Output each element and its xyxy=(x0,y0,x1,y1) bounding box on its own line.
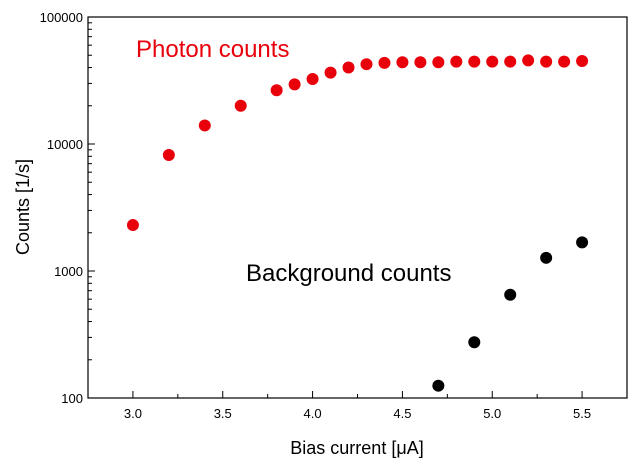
photon-counts-point xyxy=(270,84,283,97)
photon-counts-point xyxy=(396,56,409,69)
x-tick-label: 3.0 xyxy=(124,406,142,421)
y-tick-label: 100000 xyxy=(40,10,83,25)
photon-counts-point xyxy=(576,55,589,68)
x-tick-label: 3.5 xyxy=(214,406,232,421)
data-points xyxy=(126,54,589,392)
x-axis-title: Bias current [μA] xyxy=(290,438,423,458)
tick-marks xyxy=(87,16,628,399)
y-axis-title: Counts [1/s] xyxy=(13,159,33,255)
photon-counts-point xyxy=(288,78,301,91)
photon-counts-point xyxy=(558,55,571,68)
annotation-photon-counts: Photon counts xyxy=(136,36,289,63)
photon-counts-point xyxy=(342,61,355,74)
x-tick-label: 5.5 xyxy=(573,406,591,421)
background-counts-point xyxy=(468,336,481,349)
photon-counts-point xyxy=(540,55,553,68)
y-tick-labels: 100 1000 10000 100000 xyxy=(40,10,83,406)
photon-counts-point xyxy=(378,56,391,69)
x-tick-label: 5.0 xyxy=(483,406,501,421)
y-tick-label: 10000 xyxy=(47,137,83,152)
plot-frame xyxy=(87,16,628,399)
y-tick-label: 1000 xyxy=(54,264,83,279)
photon-counts-point xyxy=(486,55,499,68)
y-tick-label: 100 xyxy=(61,391,83,406)
photon-counts-point xyxy=(324,66,337,79)
x-tick-label: 4.5 xyxy=(393,406,411,421)
background-counts-point xyxy=(540,251,553,264)
photon-counts-point xyxy=(126,219,139,232)
photon-counts-point xyxy=(450,55,463,68)
photon-counts-point xyxy=(432,56,445,69)
photon-counts-point xyxy=(198,119,211,132)
background-counts-point xyxy=(576,236,589,249)
photon-counts-point xyxy=(162,148,175,161)
photon-counts-point xyxy=(306,72,319,85)
background-counts-point xyxy=(432,379,445,392)
background-counts-point xyxy=(504,288,517,301)
photon-counts-point xyxy=(468,55,481,68)
photon-counts-point xyxy=(522,54,535,67)
photon-counts-point xyxy=(234,99,247,112)
photon-counts-point xyxy=(414,56,427,69)
x-tick-label: 4.0 xyxy=(304,406,322,421)
axes xyxy=(87,16,628,399)
photon-counts-point xyxy=(360,58,373,71)
annotation-background-counts: Background counts xyxy=(246,260,451,287)
x-tick-labels: 3.0 3.5 4.0 4.5 5.0 5.5 xyxy=(124,406,591,421)
photon-counts-point xyxy=(504,55,517,68)
